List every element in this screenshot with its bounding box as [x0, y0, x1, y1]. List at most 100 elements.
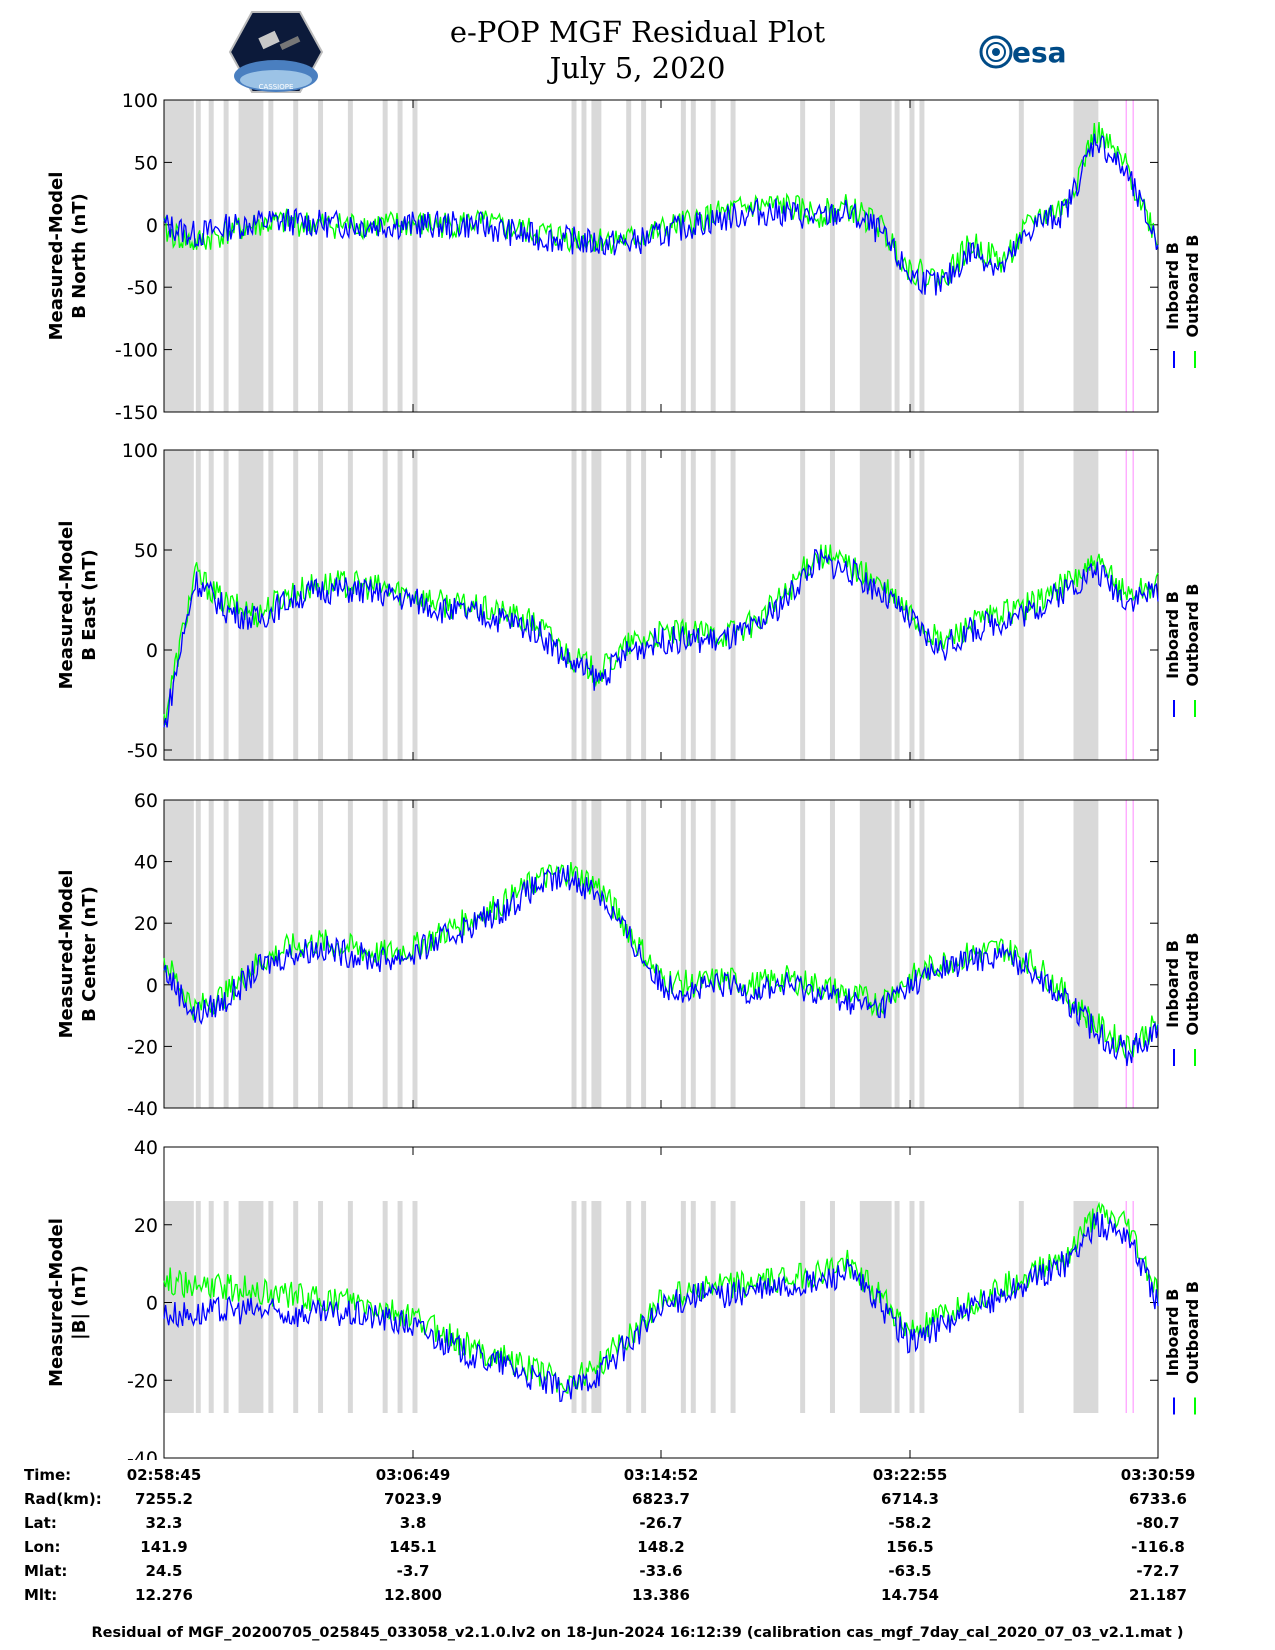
footer-cell: -63.5	[888, 1562, 932, 1580]
footer-cell: 6823.7	[632, 1490, 690, 1508]
legend-inboard-label: Inboard B	[1163, 940, 1182, 1028]
data-gap-band	[909, 800, 915, 1108]
y-axis-label-line-2: B East (nT)	[79, 549, 100, 661]
footer-cell: 12.276	[135, 1586, 193, 1604]
y-tick-label: 60	[134, 790, 158, 812]
data-gap-band	[829, 800, 835, 1108]
legend-outboard-label: Outboard B	[1183, 933, 1202, 1036]
y-tick-label: -20	[127, 1370, 158, 1392]
y-tick-label: 0	[146, 640, 158, 662]
data-gap-band	[195, 450, 201, 760]
data-gap-band	[571, 100, 577, 412]
data-gap-band	[347, 800, 353, 1108]
y-axis-label: Measured-Model B East (nT)	[56, 521, 100, 690]
data-gap-band	[347, 100, 353, 412]
data-gap-band	[690, 800, 696, 1108]
data-gap-band	[581, 800, 587, 1108]
data-gap-band	[680, 450, 686, 760]
orbit-info-table: Time: Rad(km): Lat: Lon: Mlat: Mlt: 02:58:45 72…	[0, 1466, 1275, 1626]
series-line-outboard	[163, 121, 1159, 292]
data-gap-band	[800, 450, 806, 760]
footer-cell: 03:22:55	[872, 1466, 948, 1484]
data-gap-band	[730, 450, 736, 760]
legend-outboard-label: Outboard B	[1183, 235, 1202, 338]
footer-cell: 32.3	[145, 1514, 183, 1532]
legend-inboard-label: Inboard B	[1163, 242, 1182, 330]
data-gap-band	[1018, 100, 1024, 412]
data-gap-band	[318, 1201, 324, 1413]
title-line-1: e-POP MGF Residual Plot	[449, 15, 826, 49]
footer-cell: -72.7	[1136, 1562, 1180, 1580]
plot-frame	[163, 449, 1159, 761]
data-gap-band	[347, 1201, 353, 1413]
esa-logo: esa	[979, 35, 1067, 69]
footer-cell: 7023.9	[384, 1490, 442, 1508]
footer-cell: 24.5	[145, 1562, 183, 1580]
chart-panel-4: 40 20 0 -20 -40 Measured-Model |B| (nT) Inboard…	[46, 1137, 1202, 1460]
data-gap-band	[195, 800, 201, 1108]
legend-outboard-label: Outboard B	[1183, 1281, 1202, 1384]
y-tick-label: -20	[127, 1036, 158, 1058]
data-gap-band	[591, 1201, 602, 1413]
data-gap-band	[909, 1201, 915, 1413]
y-tick-label: 0	[146, 215, 158, 237]
y-tick-label: 0	[146, 975, 158, 997]
data-gap-band	[680, 800, 686, 1108]
data-gap-band	[710, 100, 716, 412]
footer-row-label: Mlt:	[24, 1586, 58, 1604]
data-gap-band	[1073, 1201, 1099, 1413]
y-tick-label: 50	[134, 152, 158, 174]
file-caption: Residual of MGF_20200705_025845_033058_v…	[91, 1625, 1184, 1641]
footer-cell: 03:06:49	[375, 1466, 451, 1484]
data-gap-band	[268, 450, 274, 760]
y-axis-label-line-2: |B| (nT)	[69, 1265, 90, 1340]
data-gap-band	[1018, 800, 1024, 1108]
y-tick-label: 40	[134, 1137, 158, 1159]
y-axis-label-line-1: Measured-Model	[46, 172, 67, 341]
data-gap-band	[223, 800, 229, 1108]
footer-cell: -116.8	[1131, 1538, 1185, 1556]
data-gap-band	[800, 800, 806, 1108]
footer-cell: -26.7	[639, 1514, 683, 1532]
data-gap-band	[382, 450, 388, 760]
y-tick-label: -40	[127, 1098, 158, 1120]
data-gap-band	[829, 1201, 835, 1413]
data-gap-band	[859, 800, 892, 1108]
data-gap-band	[293, 1201, 299, 1413]
footer-cell: -80.7	[1136, 1514, 1180, 1532]
data-gap-band	[641, 1201, 647, 1413]
data-gap-band	[591, 450, 602, 760]
data-gap-band	[571, 450, 577, 760]
data-gap-band	[909, 100, 915, 412]
y-tick-label: 40	[134, 852, 158, 874]
y-axis-label-line-1: Measured-Model	[46, 1218, 67, 1387]
data-gap-band	[894, 800, 900, 1108]
title-line-2: July 5, 2020	[549, 51, 726, 85]
esa-logo-text: esa	[1012, 36, 1067, 69]
data-gap-band	[195, 100, 201, 412]
data-gap-band	[1073, 800, 1099, 1108]
footer-cell: 141.9	[140, 1538, 188, 1556]
legend-inboard-label: Inboard B	[1163, 591, 1182, 679]
data-gap-band	[382, 100, 388, 412]
footer-row-label: Lon:	[24, 1538, 61, 1556]
y-axis-label: Measured-Model B Center (nT)	[56, 870, 100, 1039]
data-gap-band	[710, 800, 716, 1108]
legend-inboard-label: Inboard B	[1163, 1289, 1182, 1377]
data-gap-band	[626, 1201, 632, 1413]
footer-cell: 3.8	[399, 1514, 427, 1532]
data-gap-band	[680, 100, 686, 412]
data-gap-band	[164, 1201, 194, 1413]
chart-panel-1: 100 50 0 -50 -100 -150 Measured-Model B North (…	[46, 90, 1202, 424]
cassiope-logo: CASSIOPE	[228, 11, 324, 93]
data-gap-band	[223, 100, 229, 412]
y-tick-label: 0	[146, 1293, 158, 1315]
footer-cell: 148.2	[637, 1538, 685, 1556]
footer-cell: 03:14:52	[623, 1466, 699, 1484]
y-tick-label: -100	[115, 340, 158, 362]
data-gap-band	[909, 450, 915, 760]
data-gap-band	[919, 800, 925, 1108]
data-gap-band	[626, 450, 632, 760]
data-gap-band	[690, 100, 696, 412]
